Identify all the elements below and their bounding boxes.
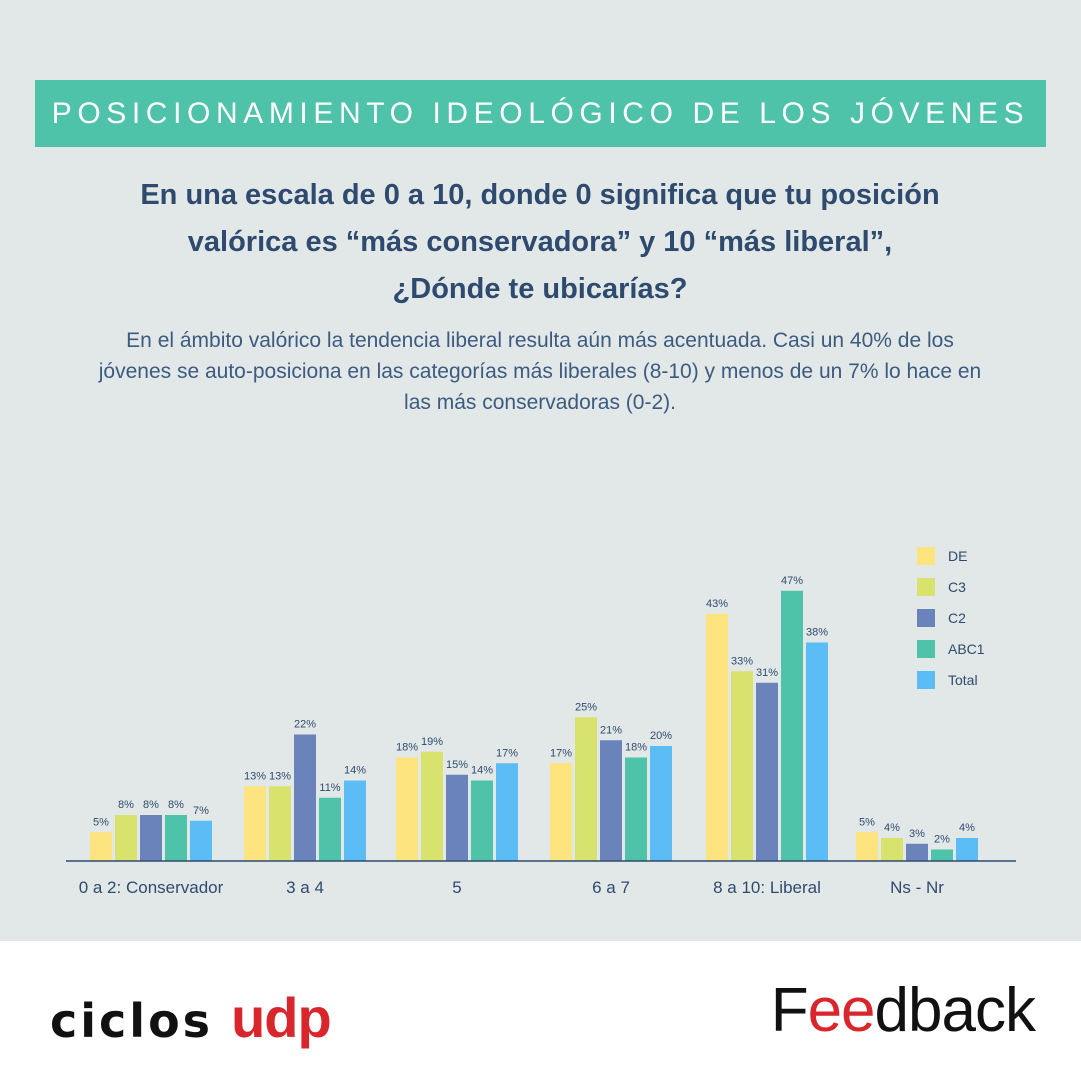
legend-label: C2 xyxy=(948,610,966,626)
bar-de-0 xyxy=(90,832,112,861)
bar-c2-2 xyxy=(446,774,468,861)
bar-abc1-5 xyxy=(931,849,953,861)
data-label: 4% xyxy=(959,822,975,834)
survey-question: En una escala de 0 a 10, donde 0 signifi… xyxy=(140,179,940,305)
feedback-logo-part-2: ee xyxy=(807,976,876,1045)
bar-total-2 xyxy=(496,763,518,861)
bar-c2-5 xyxy=(906,843,928,861)
bar-abc1-4 xyxy=(781,590,803,861)
ciclos-logo-text: ciclos xyxy=(50,994,214,1048)
bar-c3-5 xyxy=(881,838,903,861)
data-label: 21% xyxy=(600,724,622,736)
data-label: 7% xyxy=(193,805,209,817)
description-text: En el ámbito valórico la tendencia liber… xyxy=(98,329,982,414)
data-label: 20% xyxy=(650,730,672,742)
bar-c3-2 xyxy=(421,751,443,861)
data-label: 5% xyxy=(93,816,109,828)
legend-swatch-c2 xyxy=(917,609,935,627)
x-tick-label: 5 xyxy=(452,878,461,897)
feedback-logo: Feedback xyxy=(770,975,1036,1046)
legend-swatch-de xyxy=(917,547,935,565)
legend-label: ABC1 xyxy=(948,641,985,657)
data-label: 8% xyxy=(118,799,134,811)
data-label: 17% xyxy=(496,747,518,759)
bar-total-1 xyxy=(344,780,366,861)
x-tick-label: 3 a 4 xyxy=(286,878,324,897)
bar-c3-0 xyxy=(115,815,137,861)
feedback-logo-part-3: dback xyxy=(874,976,1036,1045)
data-label: 43% xyxy=(706,598,728,610)
data-label: 3% xyxy=(909,828,925,840)
data-label: 19% xyxy=(421,736,443,748)
bar-c2-0 xyxy=(140,815,162,861)
x-tick-label: Ns - Nr xyxy=(890,878,944,897)
data-label: 18% xyxy=(625,742,647,754)
x-tick-label: 6 a 7 xyxy=(592,878,630,897)
data-label: 8% xyxy=(143,799,159,811)
data-label: 47% xyxy=(781,575,803,587)
bar-de-2 xyxy=(396,757,418,861)
bar-abc1-0 xyxy=(165,815,187,861)
bar-total-3 xyxy=(650,746,672,861)
content-panel: POSICIONAMIENTO IDEOLÓGICO DE LOS JÓVENE… xyxy=(0,0,1081,941)
legend-swatch-total xyxy=(917,671,935,689)
legend-swatch-abc1 xyxy=(917,640,935,658)
data-label: 15% xyxy=(446,759,468,771)
feedback-logo-part-1: F xyxy=(770,976,809,1045)
data-label: 14% xyxy=(471,765,493,777)
data-label: 18% xyxy=(396,742,418,754)
data-label: 31% xyxy=(756,667,778,679)
x-tick-label: 0 a 2: Conservador xyxy=(79,878,224,897)
data-label: 11% xyxy=(319,782,340,794)
legend-label: C3 xyxy=(948,579,966,595)
bar-c2-3 xyxy=(600,740,622,861)
bar-de-5 xyxy=(856,832,878,861)
bar-abc1-3 xyxy=(625,757,647,861)
legend-label: Total xyxy=(948,672,978,688)
ciclos-udp-logo: ciclos udp xyxy=(50,985,332,1049)
page-title: POSICIONAMIENTO IDEOLÓGICO DE LOS JÓVENE… xyxy=(51,96,1030,130)
bar-c2-1 xyxy=(294,734,316,861)
bar-de-1 xyxy=(244,786,266,861)
bar-c3-3 xyxy=(575,717,597,861)
legend-swatch-c3 xyxy=(917,578,935,596)
data-label: 5% xyxy=(859,816,875,828)
bar-de-3 xyxy=(550,763,572,861)
data-label: 13% xyxy=(244,770,266,782)
data-label: 14% xyxy=(344,765,366,777)
data-label: 33% xyxy=(731,655,753,667)
bar-chart: 5% 8% 8% 8% 7% 0 a 2: Conservador 13% 13% 22% 11%… xyxy=(66,547,1016,897)
bar-c3-4 xyxy=(731,671,753,861)
x-tick-label: 8 a 10: Liberal xyxy=(713,878,821,897)
title-banner: POSICIONAMIENTO IDEOLÓGICO DE LOS JÓVENE… xyxy=(35,80,1046,147)
bar-c3-1 xyxy=(269,786,291,861)
feedback-logo-text: Feedback xyxy=(770,975,1036,1046)
data-label: 38% xyxy=(806,627,828,639)
bar-de-4 xyxy=(706,613,728,861)
data-label: 4% xyxy=(884,822,900,834)
bar-total-4 xyxy=(806,642,828,861)
data-label: 8% xyxy=(168,799,184,811)
data-label: 17% xyxy=(550,747,572,759)
bar-abc1-2 xyxy=(471,780,493,861)
bar-total-0 xyxy=(190,820,212,861)
data-label: 22% xyxy=(294,719,316,731)
data-label: 25% xyxy=(575,701,597,713)
bar-abc1-1 xyxy=(319,797,341,861)
data-label: 13% xyxy=(269,770,291,782)
legend-label: DE xyxy=(948,548,967,564)
data-label: 2% xyxy=(934,834,950,846)
bar-total-5 xyxy=(956,838,978,861)
udp-logo-text: udp xyxy=(231,986,332,1049)
bar-c2-4 xyxy=(756,682,778,861)
